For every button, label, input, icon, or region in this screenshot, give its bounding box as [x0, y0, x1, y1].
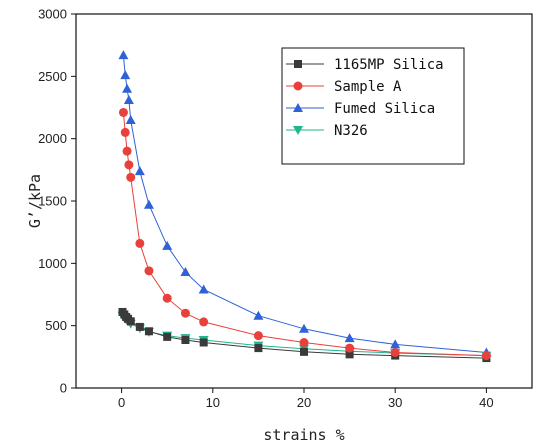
legend-marker [293, 103, 303, 112]
data-point-sample-a [126, 172, 136, 182]
data-point-sample-a [124, 160, 134, 170]
data-point-fumed-silica [118, 50, 129, 60]
data-point-fumed-silica [120, 70, 131, 80]
legend-line-1165mp-silica [286, 60, 324, 68]
data-point-sample-a [199, 317, 209, 327]
legend-item-n326: N326 [286, 123, 368, 139]
data-point-1165mp-silica [126, 317, 135, 326]
legend-marker [293, 126, 303, 135]
data-point-1165mp-silica [300, 347, 308, 356]
data-point-fumed-silica [198, 284, 209, 294]
data-point-fumed-silica [253, 310, 264, 320]
data-point-sample-a [144, 266, 154, 276]
legend-label-n326: N326 [334, 123, 368, 139]
y-tick-label: 1500 [38, 194, 67, 209]
y-tick-label: 500 [45, 318, 67, 333]
series-fumed-silica [118, 50, 492, 357]
legend-label-fumed-silica: Fumed Silica [334, 101, 435, 117]
legend-item-fumed-silica: Fumed Silica [286, 101, 435, 117]
data-point-fumed-silica [344, 333, 355, 343]
legend-line-n326 [286, 126, 324, 135]
data-point-1165mp-silica [345, 350, 354, 359]
x-tick-label: 10 [206, 395, 220, 410]
legend-label-sample-a: Sample A [334, 79, 402, 95]
data-point-1165mp-silica [163, 332, 172, 341]
data-point-sample-a [162, 293, 172, 303]
y-tick-label: 2000 [38, 131, 67, 146]
data-point-fumed-silica [143, 199, 154, 209]
data-point-fumed-silica [162, 240, 173, 250]
data-point-fumed-silica [122, 83, 133, 93]
data-point-sample-a [122, 146, 132, 156]
ticks-layer: 0 10 20 30 40 0 500 1000 1500 2000 2500 3000 [38, 7, 494, 411]
legend-marker [293, 81, 303, 91]
data-point-1165mp-silica [254, 344, 263, 353]
legend-line-sample-a [286, 81, 324, 91]
series-sample-a [118, 107, 491, 361]
legend-marker [294, 60, 302, 68]
legend-item-1165mp-silica: 1165MP Silica [286, 57, 444, 73]
data-point-sample-a [481, 351, 491, 361]
x-tick-label: 40 [479, 395, 493, 410]
data-point-fumed-silica [180, 267, 191, 277]
data-point-fumed-silica [123, 95, 134, 105]
data-point-sample-a [135, 238, 145, 248]
data-point-sample-a [120, 127, 130, 137]
legend-label-1165mp-silica: 1165MP Silica [334, 57, 444, 73]
x-axis-title: strains % [263, 426, 344, 444]
data-point-sample-a [180, 308, 190, 318]
series-layer [117, 50, 492, 363]
legend-line-fumed-silica [286, 103, 324, 112]
data-point-1165mp-silica [144, 327, 153, 336]
legend: 1165MP Silica Sample A Fumed Silica N326 [281, 47, 465, 165]
data-point-sample-a [299, 337, 309, 347]
data-point-fumed-silica [299, 323, 309, 333]
y-axis-title: G’/kPa [26, 174, 44, 228]
data-point-sample-a [118, 107, 128, 117]
x-tick-label: 0 [118, 395, 125, 410]
legend-item-sample-a: Sample A [286, 79, 402, 95]
y-tick-label: 2500 [38, 69, 67, 84]
x-tick-label: 30 [388, 395, 402, 410]
data-point-1165mp-silica [199, 338, 208, 347]
y-tick-label: 3000 [38, 7, 67, 22]
legend-box [281, 47, 465, 165]
data-point-fumed-silica [125, 114, 136, 124]
y-tick-label: 1000 [38, 256, 67, 271]
data-point-1165mp-silica [181, 336, 190, 345]
data-point-fumed-silica [134, 166, 145, 176]
data-point-fumed-silica [390, 339, 401, 349]
x-tick-label: 20 [297, 395, 311, 410]
data-point-sample-a [253, 331, 263, 341]
data-point-1165mp-silica [135, 322, 144, 331]
data-point-sample-a [390, 347, 400, 357]
y-tick-label: 0 [60, 381, 67, 396]
data-point-sample-a [345, 343, 355, 353]
